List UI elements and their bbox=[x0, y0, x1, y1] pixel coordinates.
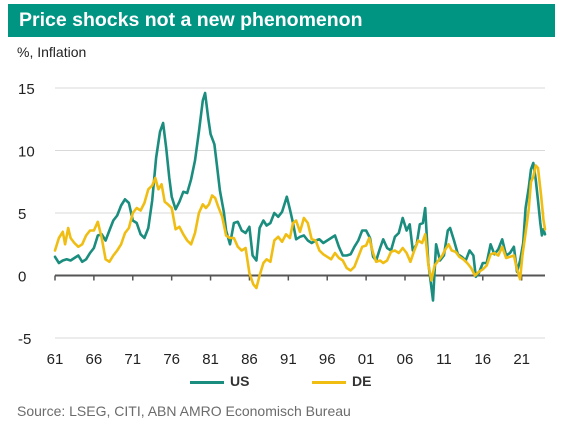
y-tick-label: 0 bbox=[18, 269, 26, 286]
series-line-us bbox=[53, 91, 547, 302]
grid-lines bbox=[55, 87, 545, 339]
x-tick-label: 06 bbox=[397, 351, 414, 368]
title-bar: Price shocks not a new phenomenon bbox=[8, 4, 555, 37]
x-tick-label: 91 bbox=[280, 351, 297, 368]
x-tick-label: 86 bbox=[241, 351, 258, 368]
x-tick-label: 01 bbox=[358, 351, 375, 368]
x-tick-label: 66 bbox=[86, 351, 103, 368]
axes bbox=[54, 274, 545, 281]
source-note: Source: LSEG, CITI, ABN AMRO Economisch … bbox=[17, 403, 351, 419]
chart-title: Price shocks not a new phenomenon bbox=[19, 9, 363, 31]
series-line-de bbox=[53, 164, 547, 290]
x-tick-label: 81 bbox=[202, 351, 219, 368]
y-axis-label: %, Inflation bbox=[17, 44, 87, 60]
y-tick-label: 15 bbox=[18, 81, 35, 98]
legend-swatch-de bbox=[312, 381, 346, 384]
legend-label-de: DE bbox=[352, 373, 372, 389]
y-tick-label: 10 bbox=[18, 144, 35, 161]
x-tick-label: 16 bbox=[474, 351, 491, 368]
x-tick-label: 71 bbox=[124, 351, 141, 368]
legend-swatch-us bbox=[190, 381, 224, 384]
y-tick-label: -5 bbox=[18, 331, 31, 348]
x-tick-label: 76 bbox=[163, 351, 180, 368]
series-lines bbox=[53, 91, 547, 302]
legend-label-us: US bbox=[230, 373, 250, 389]
x-tick-label: 96 bbox=[319, 351, 336, 368]
x-tick-label: 21 bbox=[513, 351, 530, 368]
x-tick-label: 61 bbox=[47, 351, 64, 368]
x-tick-label: 11 bbox=[436, 351, 452, 368]
tick-labels: 15 10 5 0 -5 61 66 71 76 81 86 91 96 01 06 11 16 21 bbox=[18, 81, 530, 368]
y-tick-label: 5 bbox=[18, 206, 26, 223]
